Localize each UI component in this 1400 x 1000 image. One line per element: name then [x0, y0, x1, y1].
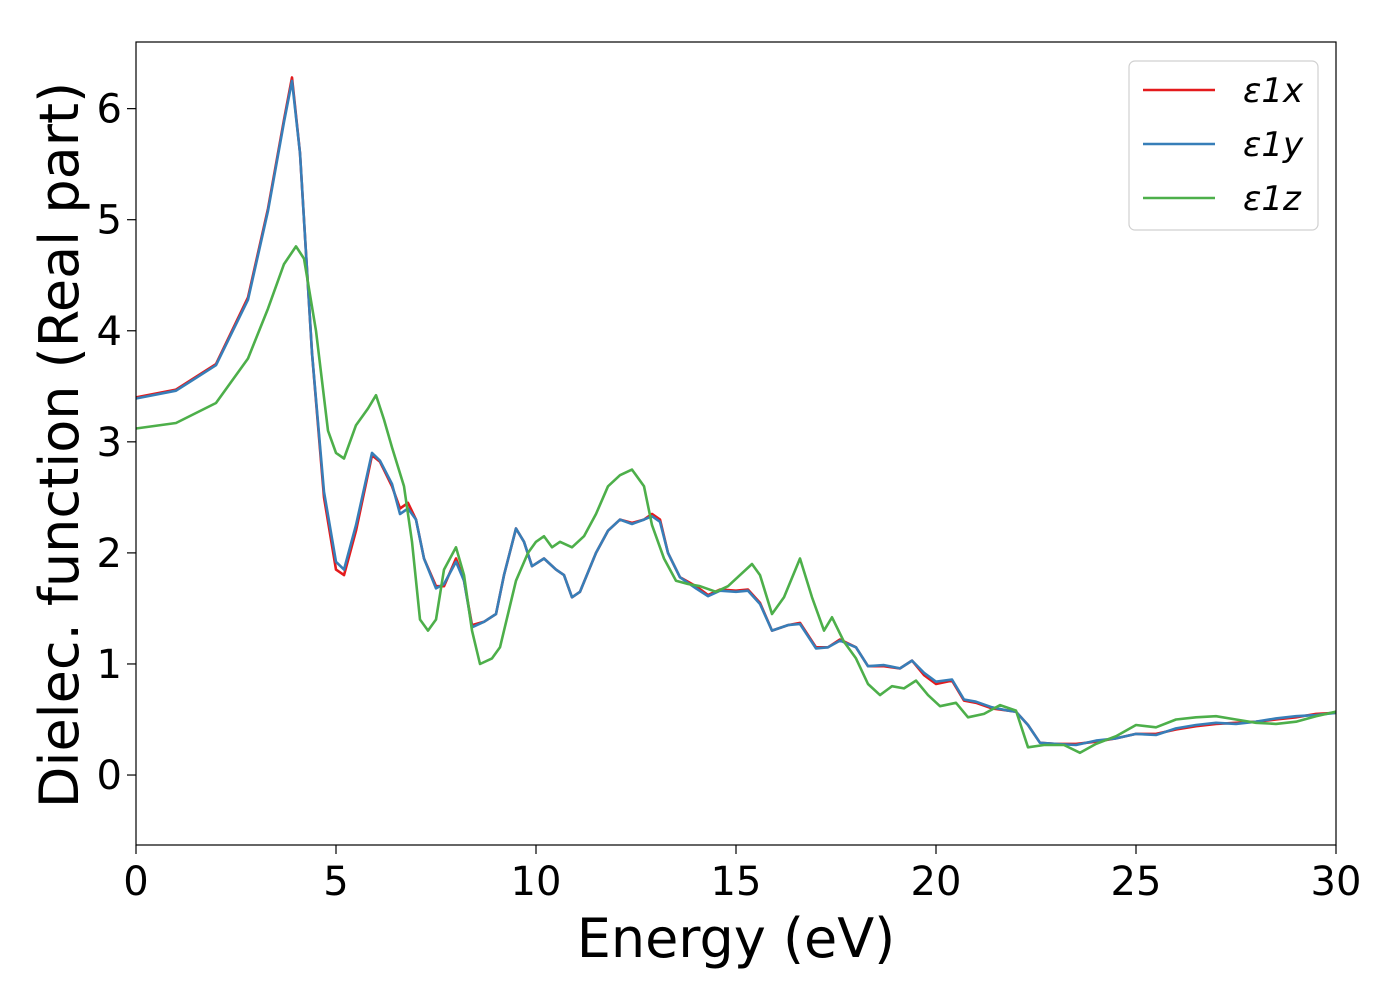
x-tick-label: 15 [711, 859, 762, 905]
legend-label: ε1y [1243, 125, 1304, 165]
y-tick-label: 0 [97, 753, 122, 799]
x-tick-label: 25 [1111, 859, 1162, 905]
y-tick-label: 3 [97, 420, 122, 466]
x-tick-label: 20 [911, 859, 962, 905]
x-axis-label: Energy (eV) [577, 907, 896, 970]
x-tick-label: 10 [511, 859, 562, 905]
plot-lines [135, 76, 1337, 755]
legend-entries: ε1x ε1y ε1z [1143, 71, 1304, 219]
y-tick-label: 1 [97, 642, 122, 688]
x-tick-label: 0 [123, 859, 148, 905]
y-tick-label: 5 [97, 198, 122, 244]
y-axis-label: Dielec. function (Real part) [28, 82, 91, 808]
x-tick-label: 5 [323, 859, 348, 905]
x-tick-label: 30 [1311, 859, 1362, 905]
legend-label: ε1z [1243, 179, 1302, 219]
legend-label: ε1x [1243, 71, 1304, 111]
y-tick-label: 4 [97, 309, 122, 355]
y-tick-label: 2 [97, 531, 122, 577]
legend-box [1128, 60, 1319, 231]
y-axis: 0 1 2 3 4 5 6 [97, 87, 136, 799]
series-line-2 [135, 79, 1337, 747]
series-line-3 [135, 245, 1337, 755]
legend: ε1x ε1y ε1z [1128, 60, 1319, 231]
x-axis: 0 5 10 15 20 25 30 [123, 845, 1361, 905]
y-tick-label: 6 [97, 87, 122, 133]
